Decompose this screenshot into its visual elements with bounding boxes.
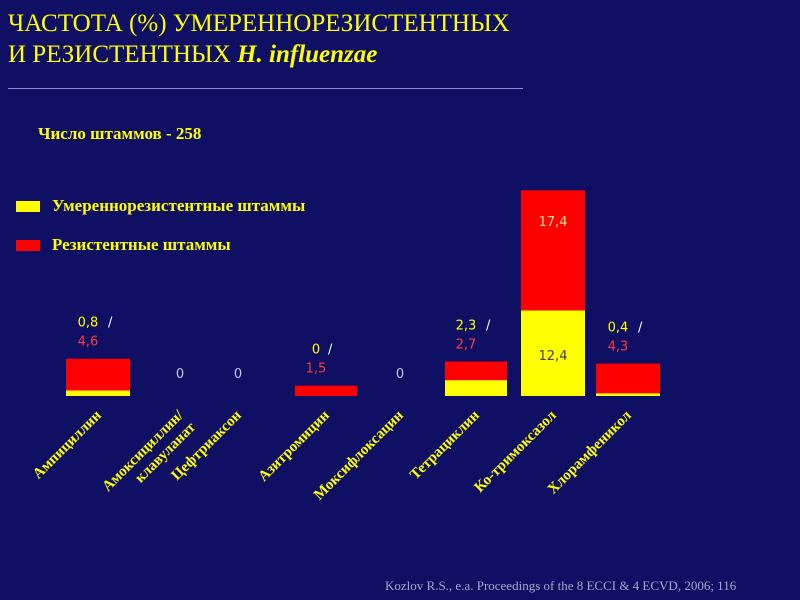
title-organism: H. influenzae [237,41,378,68]
bar-resistant-0 [66,358,130,391]
legend-swatch-moderate [16,200,40,212]
category-label-5: Тетрациклин [407,407,483,483]
legend-item-resistant: Резистентные штаммы [16,235,231,255]
value-label-moderate-3: 0 [312,343,320,358]
legend-swatch-resistant [16,239,40,251]
bar-resistant-3 [295,385,357,396]
value-label-moderate-7: 0,4 [608,321,629,336]
legend-item-moderate: Умереннорезистентные штаммы [16,196,305,216]
category-label-text-0-0: Ампициллин [30,407,105,482]
strain-count: Число штаммов - 258 [38,124,202,143]
category-label-text-7-0: Хлорамфеникол [545,407,635,497]
value-label-sep-0: / [108,316,113,331]
value-label-resistant-7: 4,3 [608,340,629,355]
value-label-zero-2: 0 [234,367,242,382]
value-label-sep-3: / [328,343,333,358]
legend-label-resistant: Резистентные штаммы [52,235,231,254]
value-label-resistant-0: 4,6 [78,335,99,350]
value-label-sep-7: / [638,321,643,336]
bar-resistant-6 [521,190,585,311]
category-label-3: Азитромицин [255,407,333,485]
value-label-resistant-5: 2,7 [456,338,477,353]
value-label-resistant-3: 1,5 [306,362,327,377]
title-divider [8,88,523,89]
category-label-6: Ко-тримоксазол [471,407,560,496]
bar-resistant-5 [445,361,507,381]
title-line-1: ЧАСТОТА (%) УМЕРЕННОРЕЗИСТЕНТНЫХ [8,10,510,37]
value-label-moderate-5: 2,3 [456,319,477,334]
slide-title: ЧАСТОТА (%) УМЕРЕННОРЕЗИСТЕНТНЫХ И РЕЗИС… [8,8,510,70]
category-label-text-5-0: Тетрациклин [407,407,483,483]
legend-label-moderate: Умереннорезистентные штаммы [52,196,306,215]
bar-moderate-7 [596,393,660,396]
bar-resistant-7 [596,363,660,394]
value-label-moderate-6: 12,4 [539,349,568,364]
category-label-text-6-0: Ко-тримоксазол [471,407,560,496]
value-label-moderate-0: 0,8 [78,316,99,331]
value-label-zero-1: 0 [176,367,184,382]
category-label-7: Хлорамфеникол [545,407,635,497]
category-label-text-3-0: Азитромицин [255,407,333,485]
bar-moderate-0 [66,390,130,396]
title-line-2-prefix: И РЕЗИСТЕНТНЫХ [8,41,238,68]
bar-moderate-5 [445,380,507,396]
value-label-resistant-6: 17,4 [539,215,568,230]
category-label-0: Ампициллин [30,407,105,482]
value-label-zero-4: 0 [396,367,404,382]
bar-moderate-6 [521,310,585,396]
source-citation: Kozlov R.S., e.a. Proceedings of the 8 E… [385,578,737,593]
value-label-sep-5: / [486,319,491,334]
title-line-2: И РЕЗИСТЕНТНЫХ H. influenzae [8,39,510,70]
